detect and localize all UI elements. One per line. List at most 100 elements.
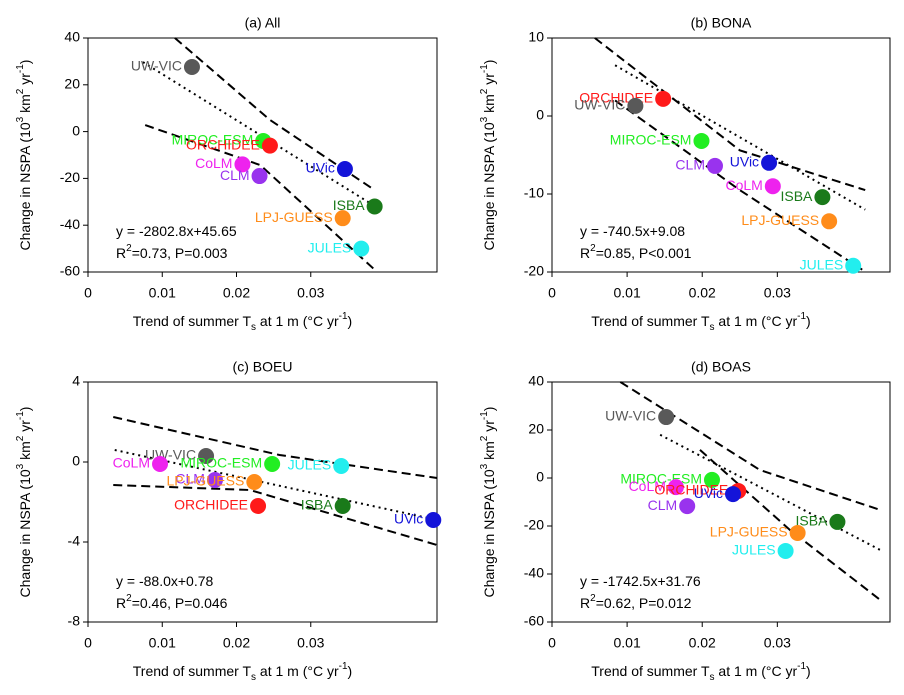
y-tick-label: -20 — [60, 169, 80, 185]
y-axis-label-part: 2 — [15, 88, 26, 94]
point-label: CoLM — [725, 177, 762, 193]
y-axis-label-part: Change in NSPA (10 — [481, 469, 497, 597]
x-tick-label: 0 — [84, 635, 92, 651]
y-axis-label-part: 3 — [479, 463, 490, 469]
data-point — [829, 513, 846, 530]
y-tick-label: -40 — [60, 216, 80, 232]
annotation-part: 2 — [126, 243, 132, 254]
point-label: CLM — [648, 497, 678, 513]
panel-title: (b) BONA — [691, 15, 752, 31]
point-label: JULES — [288, 457, 332, 473]
y-tick-label: 20 — [64, 76, 80, 92]
y-axis-label-part: yr — [17, 73, 33, 89]
data-point — [693, 132, 710, 149]
point-label: ISBA — [780, 188, 813, 204]
y-axis-label-part: 2 — [479, 88, 490, 94]
x-tick-label: 0.01 — [613, 635, 640, 651]
data-point — [777, 542, 794, 559]
point-label: MIROC-ESM — [172, 132, 254, 148]
y-axis-label-part: km — [17, 441, 33, 464]
data-point — [764, 178, 781, 195]
panel-title: (c) BOEU — [233, 359, 293, 375]
point-label: UW-VIC — [131, 58, 182, 74]
y-axis-label: Change in NSPA (103 km2 yr-1) — [479, 60, 497, 251]
y-axis-label-part: 2 — [479, 435, 490, 441]
y-axis-label-part: Change in NSPA (10 — [17, 469, 33, 597]
plot-frame — [87, 37, 438, 273]
annotation-part: =0.62, P=0.012 — [596, 595, 692, 611]
data-point — [261, 137, 278, 154]
annotation: y = -740.5x+9.08 — [580, 223, 685, 239]
point-label: CLM — [220, 167, 250, 183]
x-axis-label-part: at 1 m (°C yr — [256, 663, 339, 679]
x-tick-label: 0 — [84, 285, 92, 301]
x-axis-label-part: s — [251, 672, 256, 683]
x-axis-label-part: -1 — [797, 311, 806, 322]
y-axis-label-part: -1 — [15, 411, 26, 420]
x-axis-label: Trend of summer Ts at 1 m (°C yr-1) — [133, 311, 352, 333]
point-label: UVic — [394, 511, 423, 527]
panel-title: (a) All — [245, 15, 281, 31]
fit-line — [114, 449, 438, 521]
data-point — [264, 456, 281, 472]
x-axis-label: Trend of summer Ts at 1 m (°C yr-1) — [133, 661, 352, 683]
y-tick-label: -4 — [68, 533, 81, 549]
y-axis-label-part: ) — [481, 407, 497, 412]
point-label: CoLM — [629, 478, 666, 494]
x-axis-label-part: Trend of summer T — [591, 313, 710, 329]
y-axis-label-part: yr — [17, 420, 33, 436]
y-axis-label: Change in NSPA (103 km2 yr-1) — [15, 60, 33, 251]
annotation: R2=0.85, P<0.001 — [580, 243, 692, 261]
y-axis-label-part: 3 — [15, 463, 26, 469]
point-label: JULES — [800, 256, 844, 272]
panel: (c) BOEU 0 0.01 0.02 0.03 -8 -4 0 4 Trend of summ… — [15, 359, 442, 683]
point-label: UVic — [694, 485, 723, 501]
annotation-part: =0.73, P=0.003 — [132, 245, 228, 261]
data-point — [246, 474, 263, 490]
annotation-part: R — [116, 595, 126, 611]
x-axis-label-part: Trend of summer T — [133, 663, 252, 679]
data-point — [234, 156, 251, 173]
y-tick-label: -20 — [524, 517, 544, 533]
x-axis-label-part: s — [710, 672, 715, 683]
data-point — [706, 157, 723, 174]
point-label: UVic — [730, 154, 759, 170]
y-axis-label-part: 3 — [479, 116, 490, 122]
data-point — [333, 458, 350, 474]
y-tick-label: -10 — [524, 185, 544, 201]
point-label: UVic — [306, 160, 335, 176]
y-tick-label: 40 — [528, 373, 544, 389]
x-axis-label-part: Trend of summer T — [133, 313, 252, 329]
annotation-part: R — [580, 595, 590, 611]
data-point — [725, 486, 742, 503]
fit-line — [594, 37, 866, 192]
y-tick-label: 0 — [536, 469, 544, 485]
data-point — [821, 213, 838, 230]
y-tick-label: 0 — [536, 107, 544, 123]
fit-line — [113, 484, 438, 546]
data-point — [703, 471, 720, 488]
annotation-part: 2 — [590, 593, 596, 604]
annotation: R2=0.62, P=0.012 — [580, 593, 692, 611]
plot-frame — [551, 37, 891, 273]
data-point — [206, 472, 223, 488]
x-axis-label-part: s — [710, 322, 715, 333]
y-axis-label-part: -1 — [479, 64, 490, 73]
annotation: y = -2802.8x+45.65 — [116, 223, 237, 239]
annotation-part: R — [580, 245, 590, 261]
x-tick-label: 0.02 — [689, 635, 716, 651]
data-point — [198, 448, 215, 464]
point-label: JULES — [308, 239, 352, 255]
y-axis-label: Change in NSPA (103 km2 yr-1) — [15, 407, 33, 598]
x-tick-label: 0.03 — [297, 285, 324, 301]
panel-title: (d) BOAS — [691, 359, 751, 375]
annotation-part: R — [116, 245, 126, 261]
data-point — [334, 498, 351, 514]
y-tick-label: -20 — [524, 263, 544, 279]
annotation-part: =0.46, P=0.046 — [132, 595, 228, 611]
x-axis-label-part: -1 — [797, 661, 806, 672]
x-axis-label-part: ) — [806, 663, 811, 679]
data-point — [658, 409, 675, 426]
